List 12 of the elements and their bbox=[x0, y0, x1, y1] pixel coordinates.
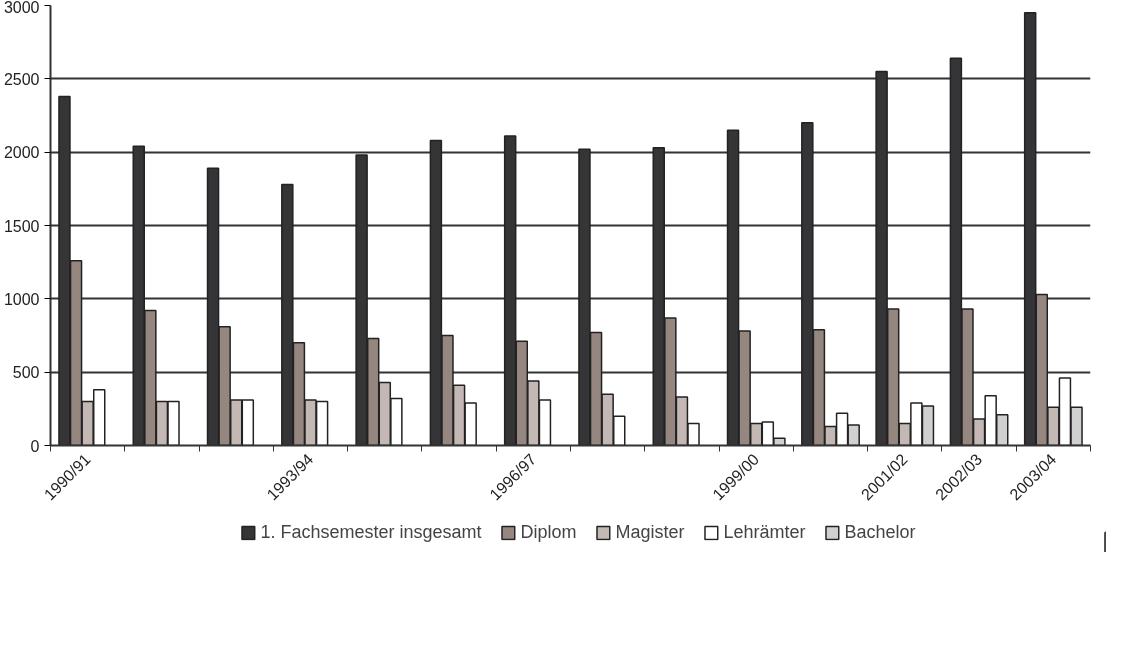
y-tick-label: 3000 bbox=[3, 0, 40, 16]
legend-label: 1. Fachsemester insgesamt bbox=[260, 521, 482, 543]
y-tick-label: 2000 bbox=[3, 144, 40, 162]
legend-label: Bachelor bbox=[844, 521, 916, 543]
y-tick-label: 1000 bbox=[3, 290, 40, 308]
y-tick-label: 1500 bbox=[3, 217, 40, 235]
legend-label: Lehrämter bbox=[723, 521, 806, 543]
legend-label: Magister bbox=[615, 521, 685, 543]
y-tick-label: 0 bbox=[30, 437, 40, 455]
y-tick-label: 2500 bbox=[3, 70, 40, 88]
legend-label: Diplom bbox=[520, 521, 577, 543]
y-tick-label: 500 bbox=[12, 364, 40, 382]
